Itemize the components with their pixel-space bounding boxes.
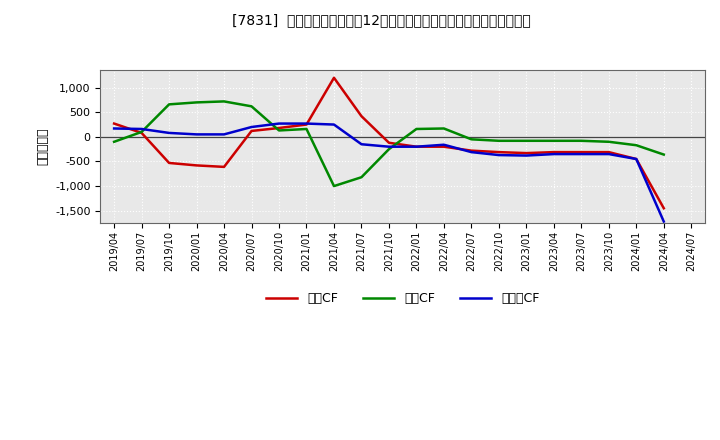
投資CF: [138, 129, 146, 135]
投資CF: [632, 143, 641, 148]
投資CF: [549, 138, 558, 143]
投資CF: [440, 126, 449, 131]
投資CF: [412, 126, 420, 132]
フリーCF: [467, 150, 476, 155]
Text: [7831]  キャッシュフローの12か月移動合計の対前年同期増減額の推移: [7831] キャッシュフローの12か月移動合計の対前年同期増減額の推移: [233, 13, 531, 27]
投資CF: [165, 102, 174, 107]
営業CF: [247, 128, 256, 134]
投資CF: [495, 138, 503, 143]
投資CF: [302, 126, 311, 132]
Legend: 営業CF, 投資CF, フリーCF: 営業CF, 投資CF, フリーCF: [261, 287, 544, 310]
営業CF: [495, 150, 503, 155]
フリーCF: [138, 126, 146, 132]
投資CF: [357, 175, 366, 180]
フリーCF: [302, 121, 311, 126]
フリーCF: [412, 144, 420, 149]
営業CF: [357, 114, 366, 119]
投資CF: [522, 138, 531, 143]
投資CF: [109, 139, 118, 144]
フリーCF: [192, 132, 201, 137]
営業CF: [467, 148, 476, 153]
営業CF: [440, 144, 449, 149]
営業CF: [605, 150, 613, 155]
投資CF: [192, 100, 201, 105]
フリーCF: [275, 121, 284, 126]
投資CF: [275, 128, 284, 133]
Y-axis label: （百万円）: （百万円）: [37, 128, 50, 165]
営業CF: [384, 140, 393, 145]
Line: 営業CF: 営業CF: [114, 78, 664, 208]
フリーCF: [549, 151, 558, 157]
営業CF: [549, 150, 558, 155]
投資CF: [330, 183, 338, 189]
営業CF: [275, 125, 284, 131]
営業CF: [412, 144, 420, 149]
フリーCF: [495, 152, 503, 158]
フリーCF: [577, 151, 585, 157]
フリーCF: [632, 156, 641, 161]
営業CF: [138, 130, 146, 136]
フリーCF: [247, 125, 256, 130]
投資CF: [247, 104, 256, 109]
Line: フリーCF: フリーCF: [114, 124, 664, 221]
営業CF: [632, 156, 641, 161]
営業CF: [109, 121, 118, 126]
営業CF: [522, 150, 531, 156]
フリーCF: [357, 142, 366, 147]
営業CF: [165, 160, 174, 165]
Line: 投資CF: 投資CF: [114, 101, 664, 186]
営業CF: [330, 75, 338, 81]
フリーCF: [165, 130, 174, 136]
営業CF: [577, 150, 585, 155]
営業CF: [192, 163, 201, 168]
投資CF: [577, 138, 585, 143]
投資CF: [605, 139, 613, 144]
フリーCF: [660, 219, 668, 224]
フリーCF: [522, 153, 531, 158]
営業CF: [220, 164, 228, 169]
投資CF: [384, 147, 393, 152]
営業CF: [660, 205, 668, 211]
フリーCF: [605, 151, 613, 157]
フリーCF: [109, 126, 118, 131]
フリーCF: [384, 144, 393, 149]
投資CF: [660, 152, 668, 157]
フリーCF: [220, 132, 228, 137]
フリーCF: [440, 142, 449, 147]
投資CF: [467, 137, 476, 142]
営業CF: [302, 122, 311, 127]
フリーCF: [330, 122, 338, 127]
投資CF: [220, 99, 228, 104]
